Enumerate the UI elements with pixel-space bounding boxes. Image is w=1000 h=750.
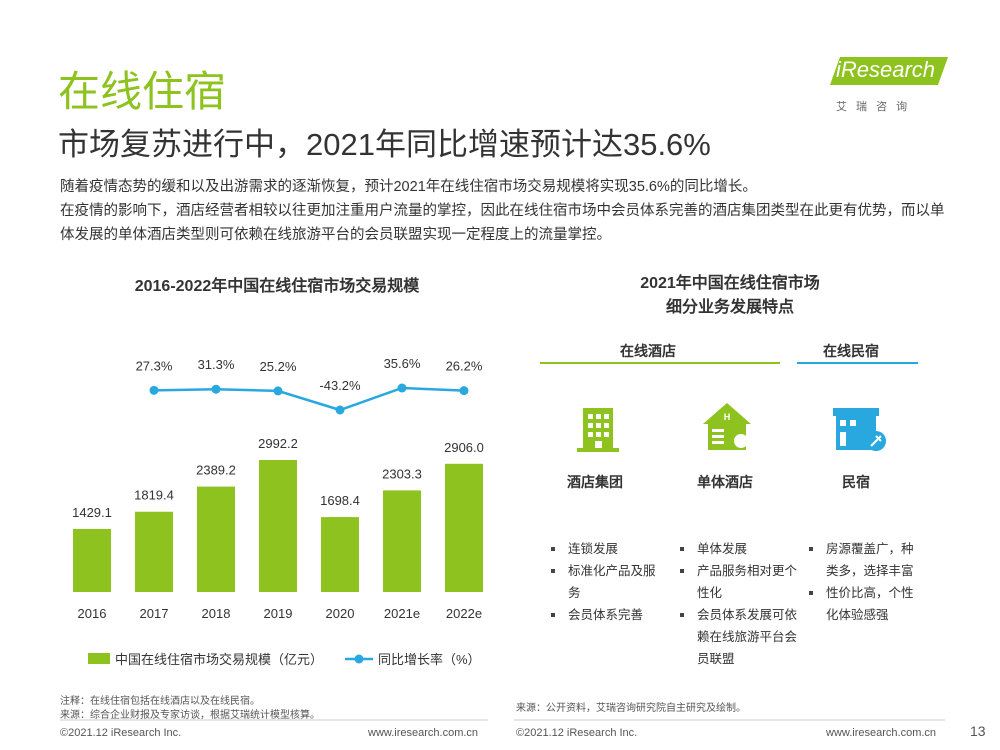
value-label: 2992.2 bbox=[258, 436, 298, 451]
note: 注释：在线住宿包括在线酒店以及在线民宿。 bbox=[60, 696, 260, 707]
list-item: 单体发展 bbox=[680, 538, 791, 560]
value-label: 1698.4 bbox=[320, 493, 360, 508]
segment-name: 民宿 bbox=[842, 474, 870, 490]
line bbox=[153, 386, 465, 412]
logo-shape bbox=[830, 57, 948, 85]
value-label: 1429.1 bbox=[72, 505, 112, 520]
value-label: 31.3% bbox=[198, 357, 235, 372]
bar bbox=[197, 486, 235, 592]
legend-swatch bbox=[354, 654, 364, 664]
value-label: 35.6% bbox=[384, 356, 421, 371]
intro-paragraph: 随着疫情态势的缓和以及出游需求的逐渐恢复，预计2021年在线住宿市场交易规模将实… bbox=[60, 179, 757, 195]
line-point bbox=[459, 386, 469, 396]
value-label: 25.2% bbox=[260, 359, 297, 374]
bar bbox=[383, 490, 421, 592]
bar bbox=[445, 463, 483, 592]
bar bbox=[135, 511, 173, 592]
x-tick-label: 2021e bbox=[384, 606, 420, 621]
value-label: 2389.2 bbox=[196, 463, 236, 478]
legend-label: 中国在线住宿市场交易规模（亿元） bbox=[115, 652, 323, 667]
bar bbox=[259, 460, 297, 592]
list-item: 会员体系发展可依赖在线旅游平台会员联盟 bbox=[680, 604, 801, 670]
copyright: ©2021.12 iResearch Inc. bbox=[516, 727, 638, 739]
segment-name: 酒店集团 bbox=[567, 474, 623, 490]
x-tick-label: 2017 bbox=[140, 606, 169, 621]
x-tick-label: 2019 bbox=[264, 606, 293, 621]
intro-paragraph: 在疫情的影响下，酒店经营者相较以往更加注重用户流量的掌控，因此在线住宿市场中会员… bbox=[60, 203, 945, 243]
page-title: 在线住宿 bbox=[58, 68, 227, 115]
page-subtitle: 市场复苏进行中，2021年同比增速预计达35.6% bbox=[58, 127, 711, 162]
source: 来源：公开资料，艾瑞咨询研究院自主研究及绘制。 bbox=[516, 703, 746, 714]
value-label: 26.2% bbox=[446, 359, 483, 374]
logo-cn: 艾 瑞 咨 询 bbox=[836, 101, 911, 113]
url: www.iresearch.com.cn bbox=[368, 727, 479, 739]
segment-name: 单体酒店 bbox=[697, 474, 753, 490]
logo: iResearch bbox=[836, 57, 936, 82]
hotel-icon bbox=[577, 408, 619, 452]
inn-icon: H bbox=[703, 403, 751, 450]
group-label: 在线民宿 bbox=[823, 343, 879, 359]
legend-swatch bbox=[88, 653, 110, 664]
copyright: ©2021.12 iResearch Inc. bbox=[60, 727, 182, 739]
legend-label: 同比增长率（%） bbox=[378, 652, 481, 667]
x-tick-label: 2020 bbox=[326, 606, 355, 621]
panel-title-line: 2021年中国在线住宿市场 bbox=[640, 275, 820, 292]
segment-list: 连锁发展 标准化产品及服务 会员体系完善 bbox=[550, 538, 662, 626]
chart-title: 2016-2022年中国在线住宿市场交易规模 bbox=[135, 276, 421, 295]
line-point bbox=[211, 384, 221, 394]
list-item: 性价比高，个性化体验感强 bbox=[809, 582, 918, 626]
panel-title-line: 细分业务发展特点 bbox=[665, 299, 794, 316]
segment-list: 单体发展 产品服务相对更个性化 会员体系发展可依赖在线旅游平台会员联盟 bbox=[679, 538, 797, 670]
value-label: -43.2% bbox=[319, 378, 361, 393]
value-label: 1819.4 bbox=[134, 488, 174, 503]
line-point bbox=[335, 405, 345, 415]
line-point bbox=[273, 386, 283, 396]
group-label: 在线酒店 bbox=[620, 343, 676, 359]
segment-list: 房源覆盖广，种类多，选择丰富 性价比高，个性化体验感强 bbox=[808, 538, 920, 626]
list-item: 会员体系完善 bbox=[551, 604, 662, 626]
line-point bbox=[149, 385, 159, 395]
value-label: 2303.3 bbox=[382, 466, 422, 481]
line-point bbox=[397, 383, 407, 393]
x-tick-label: 2018 bbox=[202, 606, 231, 621]
list-item: 房源覆盖广，种类多，选择丰富 bbox=[809, 538, 918, 582]
url: www.iresearch.com.cn bbox=[826, 727, 937, 739]
svg-text:H: H bbox=[724, 412, 731, 422]
source: 来源：综合企业财报及专家访谈，根据艾瑞统计模型核算。 bbox=[60, 710, 320, 721]
page-number: 13 bbox=[970, 723, 986, 739]
panel-title: 2021年中国在线住宿市场 细分业务发展特点 bbox=[560, 272, 900, 320]
list-item: 产品服务相对更个性化 bbox=[680, 560, 801, 604]
value-label: 2906.0 bbox=[444, 440, 484, 455]
bar bbox=[321, 517, 359, 592]
value-label: 27.3% bbox=[136, 358, 173, 373]
x-tick-label: 2022e bbox=[446, 606, 482, 621]
bar bbox=[73, 528, 111, 592]
list-item: 连锁发展 bbox=[551, 538, 662, 560]
list-item: 标准化产品及服务 bbox=[551, 560, 658, 604]
x-tick-label: 2016 bbox=[78, 606, 107, 621]
homestay-icon bbox=[833, 408, 886, 451]
